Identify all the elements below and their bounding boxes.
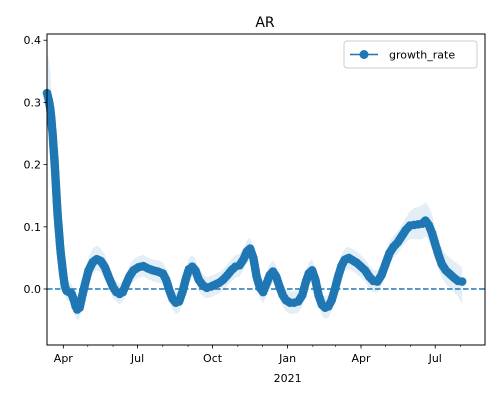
y-tick-label: 0.4	[24, 34, 42, 47]
x-axis: Apr Jul Oct Jan Apr Jul 2021	[54, 345, 461, 385]
x-tick-label: Apr	[352, 352, 372, 365]
uncertainty-band-layer	[47, 52, 463, 321]
chart-title: AR	[255, 15, 275, 31]
legend-box	[343, 40, 478, 69]
y-tick-label: 0.3	[24, 96, 42, 109]
y-tick-label: 0.2	[24, 159, 42, 172]
x-tick-label: Jan	[278, 352, 296, 365]
x-tick-label: Oct	[203, 352, 223, 365]
x-year-label: 2021	[274, 372, 302, 385]
y-axis: 0.0 0.1 0.2 0.3 0.4	[24, 34, 47, 296]
legend-label-growth-rate: growth_rate	[389, 49, 455, 62]
y-tick-label: 0.1	[24, 221, 42, 234]
x-tick-label: Apr	[54, 352, 74, 365]
confidence-band	[47, 52, 463, 321]
legend-marker-swatch	[359, 50, 369, 59]
x-tick-label: Jul	[428, 352, 442, 365]
x-tick-label: Jul	[130, 352, 144, 365]
data-point	[457, 277, 467, 286]
plot-frame	[46, 33, 486, 346]
y-tick-label: 0.0	[24, 283, 42, 296]
series-layer	[42, 88, 467, 314]
legend: growth_rate	[343, 40, 478, 69]
